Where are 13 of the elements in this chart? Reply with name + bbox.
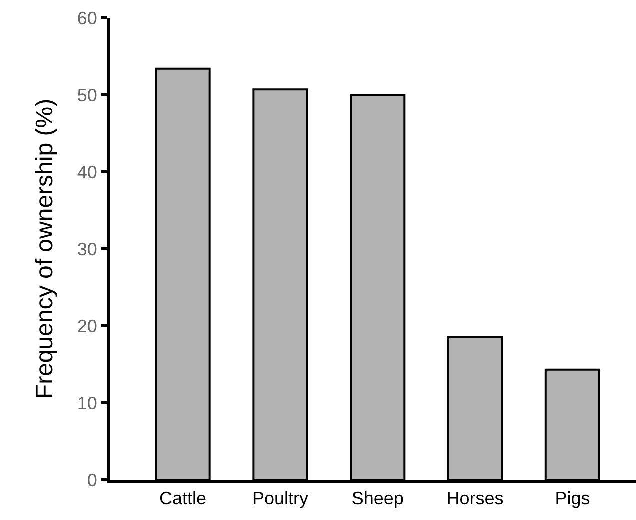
x-tick-label: Cattle [160, 488, 207, 509]
y-tick-label: 60 [77, 8, 98, 28]
x-tick-label: Pigs [555, 488, 590, 509]
y-axis-title: Frequency of ownership (%) [31, 98, 58, 400]
y-tick-label: 40 [77, 162, 98, 182]
y-tick-label: 30 [77, 239, 98, 260]
y-tick-label: 20 [77, 316, 98, 336]
y-tick-label: 50 [77, 85, 98, 106]
y-tick-label: 10 [77, 393, 98, 414]
x-tick-label: Horses [446, 488, 504, 509]
x-tick-label: Poultry [252, 488, 308, 509]
x-tick-label: Sheep [352, 488, 404, 509]
y-tick-label: 0 [87, 470, 98, 490]
